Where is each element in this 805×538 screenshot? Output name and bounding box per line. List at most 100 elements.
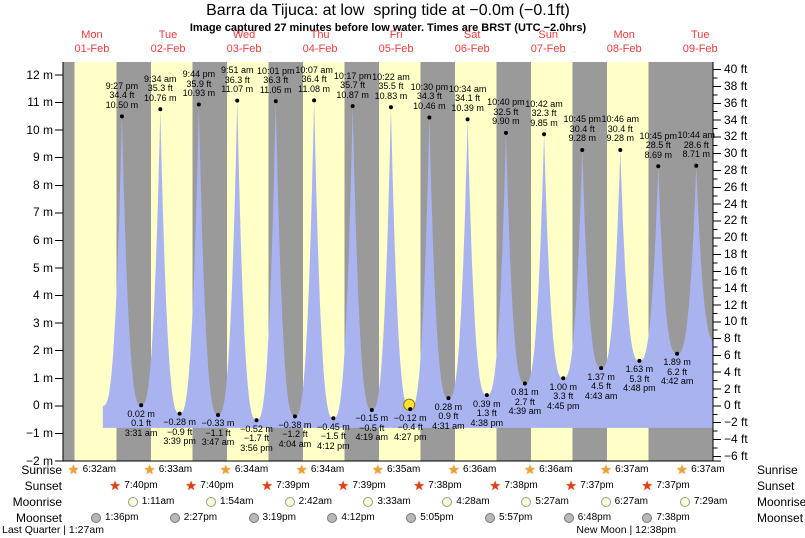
moonrise-time: 1:54am	[220, 495, 254, 507]
moonrise-row-label-right: Moonrise	[757, 495, 805, 509]
moonset-moon-icon	[91, 512, 102, 523]
sunrise-time: 6:34am	[310, 463, 345, 475]
day-label: Wed 03-Feb	[226, 29, 262, 55]
high-tide-annotation: 10:17 pm 35.7 ft 10.87 m	[333, 70, 372, 100]
moon-phase-new-moon: New Moon | 12:38pm	[576, 524, 677, 536]
moonset-event: 5:57pm	[484, 511, 533, 523]
sunset-sun-icon: ★	[261, 477, 273, 493]
sunset-event: ★ 7:38pm	[489, 479, 537, 492]
high-tide-annotation: 9:44 pm 35.9 ft 10.93 m	[182, 69, 216, 98]
sunset-row-label-right: Sunset	[757, 479, 795, 493]
ft-axis-label: 36 ft	[724, 95, 748, 110]
moonset-time: 7:38pm	[656, 511, 690, 523]
ft-axis-label: 4 ft	[724, 364, 741, 379]
m-axis-label: −1 m	[25, 425, 53, 440]
low-tide-annotation: −0.28 m −0.9 ft 3:39 pm	[163, 417, 196, 447]
sunset-time: 7:40pm	[200, 479, 234, 491]
sunset-time: 7:40pm	[124, 479, 158, 491]
low-tide-dot	[599, 366, 604, 371]
sunset-event: ★ 7:39pm	[261, 479, 310, 492]
low-tide-annotation: 0.02 m 0.1 ft 3:31 am	[124, 408, 158, 438]
moonrise-event: 6:27am	[600, 496, 648, 507]
high-tide-dot	[694, 163, 699, 168]
sunset-row-label-left: Sunset	[24, 479, 62, 493]
low-tide-annotation: 1.63 m 5.3 ft 4:48 pm	[623, 364, 656, 394]
sunset-time: 7:38pm	[428, 479, 462, 491]
high-tide-annotation: 10:40 pm 32.5 ft 9.90 m	[487, 97, 525, 127]
moonrise-event: 7:29am	[679, 495, 728, 507]
moonrise-moon-icon	[600, 496, 611, 507]
moonset-moon-icon	[169, 512, 180, 523]
m-axis-label: 5 m	[32, 260, 53, 275]
moonset-moon-icon	[563, 512, 574, 523]
m-axis-label: 12 m	[26, 67, 53, 82]
high-tide-annotation: 10:30 pm 34.3 ft 10.46 m	[410, 81, 449, 111]
m-axis-label: 8 m	[32, 177, 53, 192]
high-tide-dot	[656, 164, 661, 169]
low-tide-dot	[408, 407, 413, 412]
ft-axis-label: 24 ft	[724, 196, 748, 211]
low-tide-dot	[522, 381, 527, 386]
moonrise-moon-icon	[206, 496, 217, 507]
sunrise-event: ★ 6:32am	[68, 463, 117, 476]
sunrise-time: 6:37am	[615, 463, 649, 475]
high-tide-dot	[542, 132, 547, 137]
low-tide-annotation: 0.39 m 1.3 ft 4:38 pm	[470, 398, 504, 428]
moonrise-time: 3:33am	[377, 495, 411, 507]
sunrise-time: 6:32am	[82, 463, 117, 475]
high-tide-annotation: 10:34 am 34.1 ft 10.39 m	[448, 83, 487, 113]
ft-axis-label: 30 ft	[724, 146, 748, 161]
high-tide-dot	[618, 147, 623, 152]
sunset-sun-icon: ★	[641, 477, 653, 493]
sunrise-event: ★ 6:37am	[676, 463, 724, 476]
moonset-time: 5:05pm	[420, 511, 454, 523]
low-tide-annotation: −0.33 m −1.1 ft 3:47 am	[201, 418, 235, 448]
m-axis-label: 3 m	[32, 315, 53, 330]
high-tide-annotation: 10:45 pm 28.5 ft 8.69 m	[639, 130, 678, 160]
sunrise-sun-icon: ★	[524, 461, 536, 477]
moonset-event: 6:48pm	[563, 512, 611, 523]
m-axis-label: 4 m	[32, 288, 53, 303]
moonrise-row-label-left: Moonrise	[12, 495, 62, 509]
sunset-time: 7:39pm	[276, 479, 310, 491]
sunset-sun-icon: ★	[489, 477, 501, 493]
day-label: Mon 08-Feb	[606, 29, 642, 55]
sunrise-event: ★ 6:34am	[296, 463, 345, 476]
moonrise-time: 7:29am	[693, 495, 728, 507]
sunset-time: 7:37pm	[656, 479, 690, 491]
high-tide-dot	[196, 102, 201, 107]
high-tide-annotation: 9:34 am 35.3 ft 10.76 m	[144, 73, 177, 103]
moonset-moon-icon	[327, 512, 338, 523]
low-tide-dot	[216, 412, 221, 417]
sunrise-time: 6:34am	[234, 463, 269, 475]
day-label: Mon 01-Feb	[74, 29, 110, 55]
high-tide-annotation: 10:44 am 28.6 ft 8.71 m	[677, 130, 715, 160]
day-label: Sat 06-Feb	[454, 29, 490, 55]
sunset-event: ★ 7:40pm	[109, 479, 158, 492]
moonset-time: 5:57pm	[498, 511, 533, 523]
sunrise-event: ★ 6:35am	[372, 463, 420, 476]
sunrise-sun-icon: ★	[371, 461, 384, 477]
low-tide-annotation: 1.89 m 6.2 ft 4:42 am	[660, 357, 694, 387]
low-tide-annotation: −0.12 m −0.4 ft 4:27 pm	[393, 412, 427, 442]
moonrise-moon-icon	[363, 496, 374, 507]
high-tide-dot	[158, 107, 163, 112]
low-tide-dot	[369, 407, 374, 412]
moonrise-event: 1:54am	[206, 495, 254, 507]
ft-axis-label: 8 ft	[724, 331, 741, 346]
high-tide-dot	[119, 114, 124, 119]
m-axis-label: 1 m	[32, 370, 53, 385]
m-axis-label: 10 m	[26, 122, 53, 137]
ft-axis-label: 22 ft	[724, 213, 748, 228]
moonrise-event: 1:11am	[127, 496, 174, 507]
low-tide-dot	[561, 376, 566, 381]
low-tide-dot	[292, 414, 297, 419]
moonset-event: 7:38pm	[642, 511, 690, 523]
high-tide-annotation: 9:51 am 36.3 ft 11.07 m	[220, 65, 254, 95]
chart-subtitle: Image captured 27 minutes before low wat…	[189, 22, 587, 34]
sunrise-time: 6:36am	[463, 463, 497, 475]
low-tide-annotation: 0.81 m 2.7 ft 4:39 am	[508, 387, 542, 417]
sunrise-event: ★ 6:33am	[144, 463, 192, 476]
low-tide-dot	[139, 403, 144, 408]
